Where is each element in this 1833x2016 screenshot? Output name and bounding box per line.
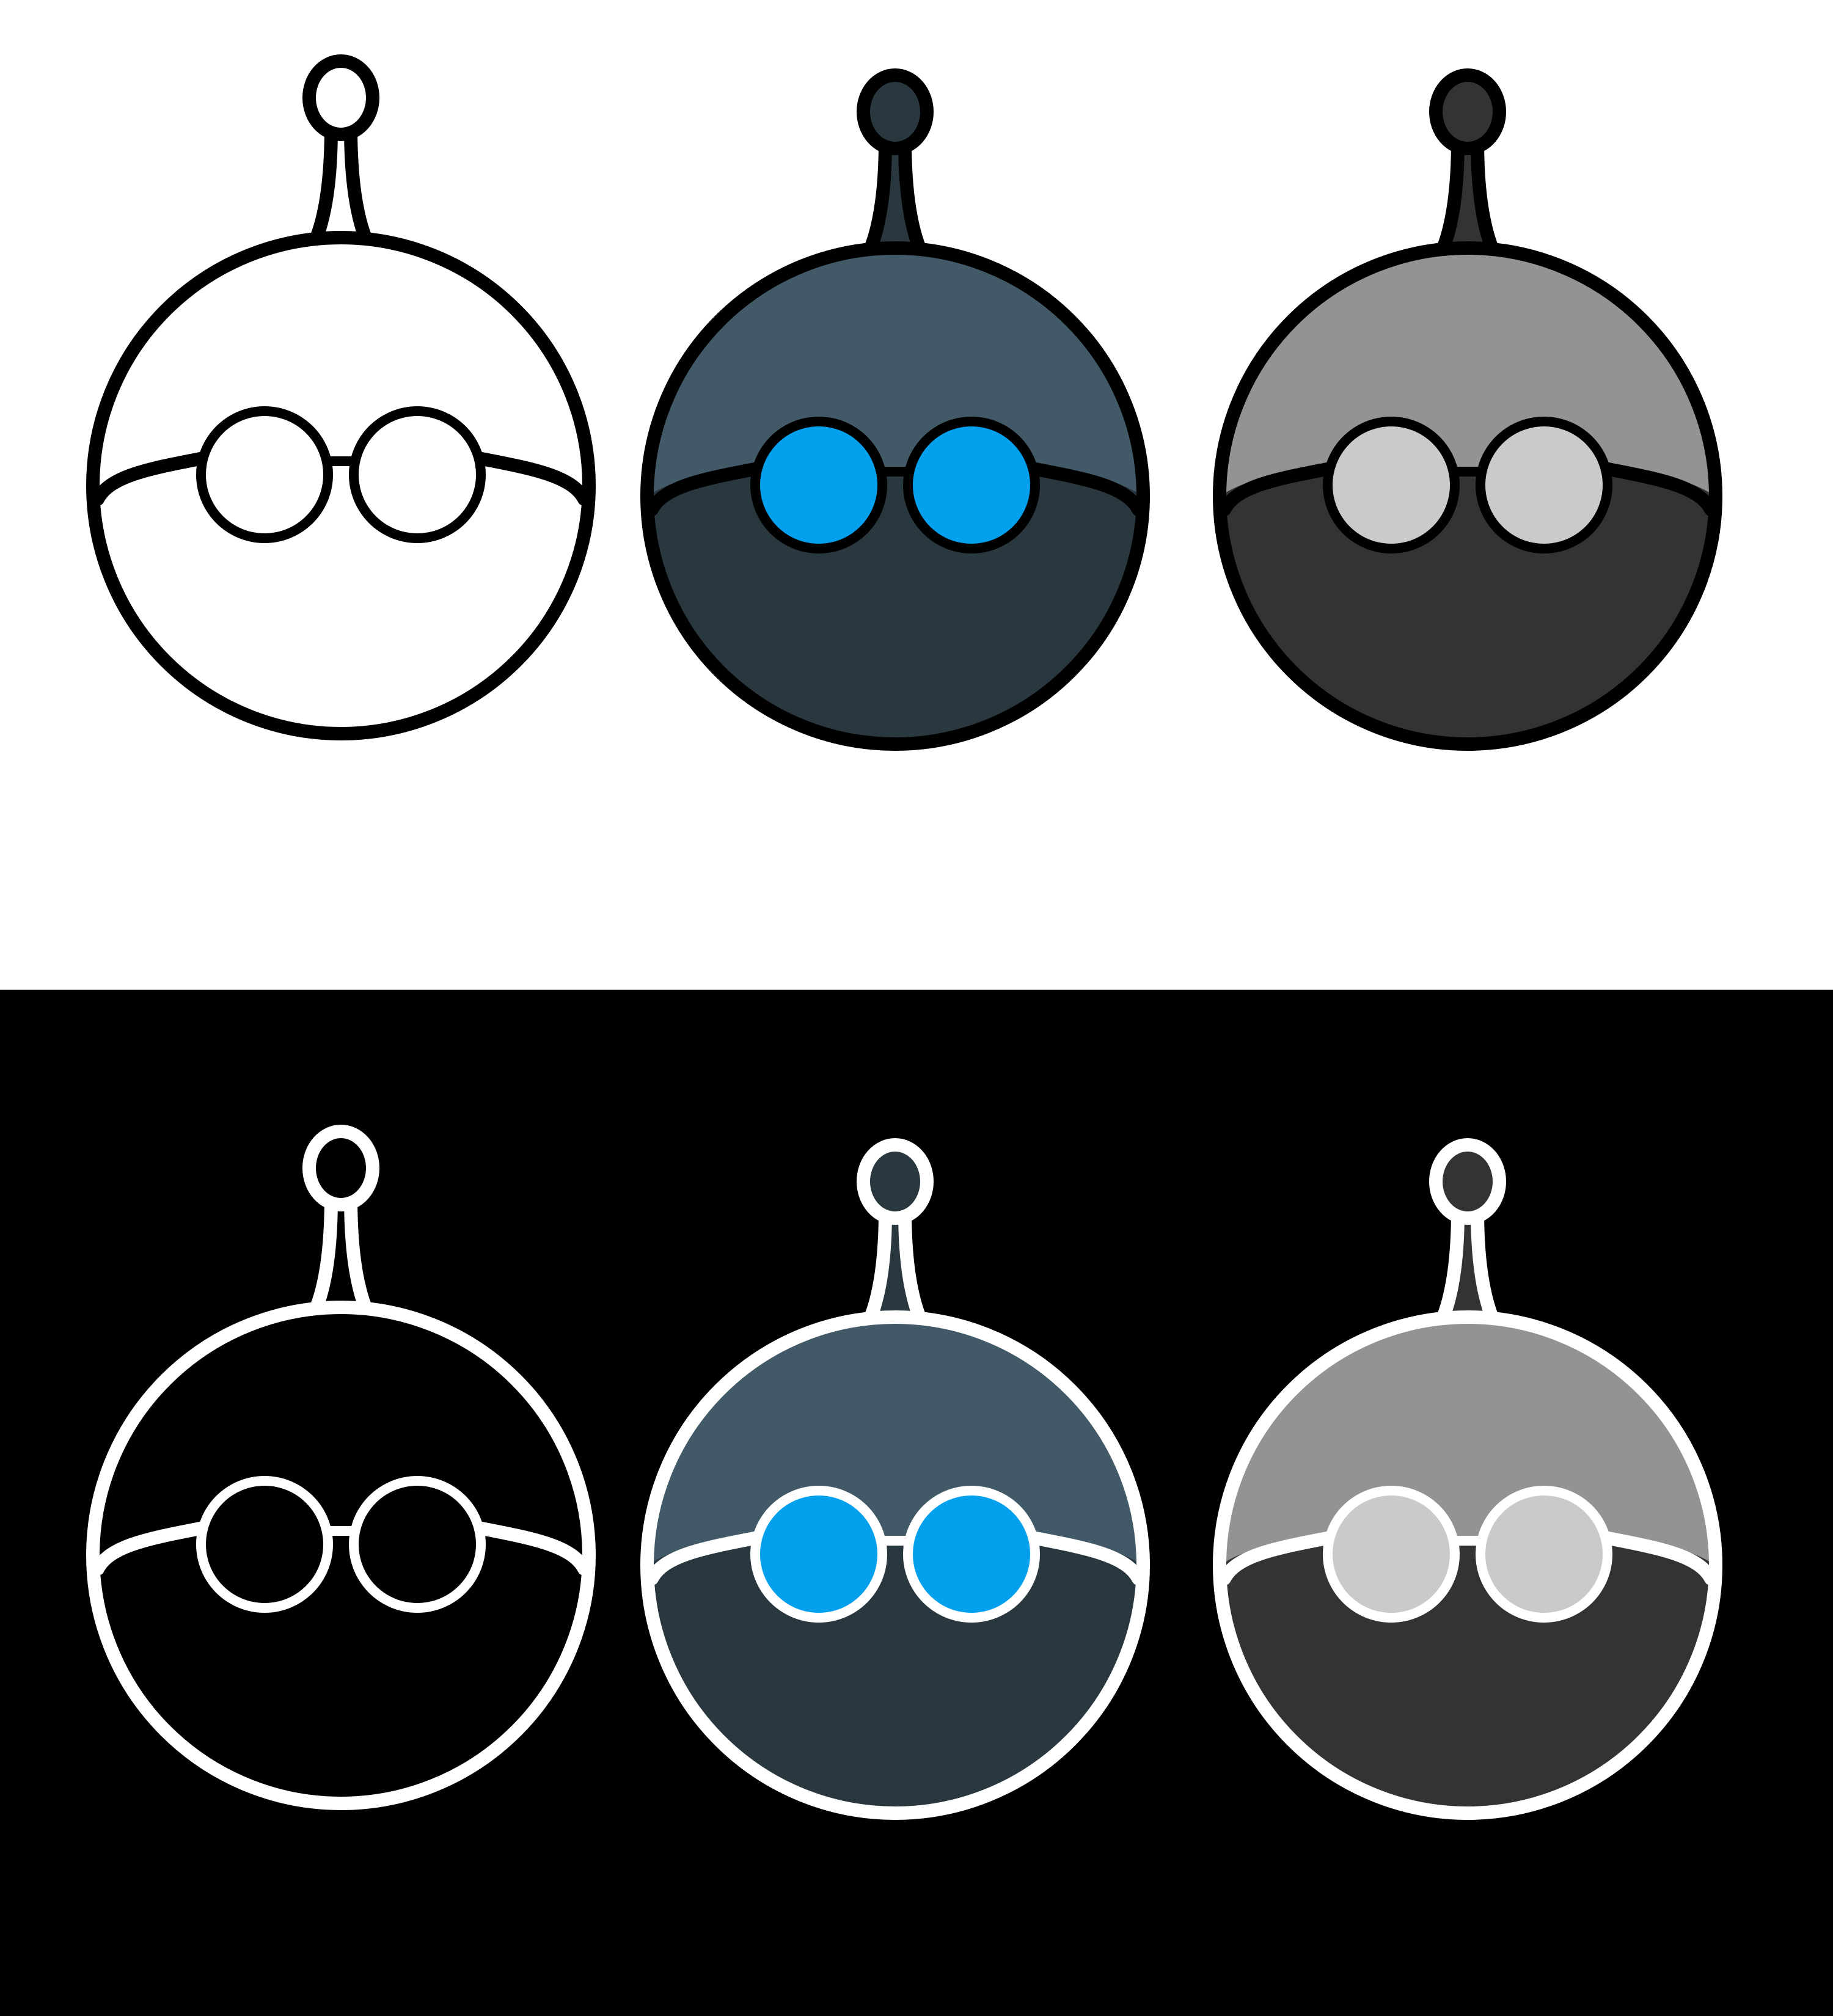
head-bottom-half xyxy=(93,1526,589,1803)
antenna-ball xyxy=(302,1125,379,1211)
head-outline xyxy=(640,241,1150,751)
head-outline xyxy=(86,231,596,740)
head-bottom-half xyxy=(1220,467,1716,744)
dark-background-panel xyxy=(0,990,1833,2016)
robot-head-icon xyxy=(86,54,596,740)
antenna-ball xyxy=(857,1138,934,1225)
antenna-ball xyxy=(1429,1138,1506,1225)
robot-head-icon xyxy=(640,1138,1150,1820)
robot-head-icon xyxy=(86,1125,596,1810)
head-outline xyxy=(1213,241,1722,751)
robot-head-icon xyxy=(1213,68,1722,751)
glasses-strap xyxy=(1218,459,1718,516)
glasses-strap xyxy=(1218,1528,1718,1585)
antenna-ball xyxy=(857,68,934,155)
head-outline xyxy=(640,1310,1150,1820)
head-bottom-half xyxy=(1220,1536,1716,1813)
antenna-ball xyxy=(1429,68,1506,155)
head-outline xyxy=(1213,1310,1722,1820)
antenna-ball xyxy=(302,54,379,141)
head-bottom-half xyxy=(647,1536,1143,1813)
light-background-panel xyxy=(0,0,1833,990)
robot-head-icon xyxy=(640,68,1150,751)
head-bottom-half xyxy=(647,467,1143,744)
glasses-strap xyxy=(645,459,1145,516)
head-outline xyxy=(86,1301,596,1810)
glasses-strap xyxy=(645,1528,1145,1585)
robot-head-icon xyxy=(1213,1138,1722,1820)
glasses-strap xyxy=(91,1518,591,1576)
glasses-strap xyxy=(91,448,591,506)
head-bottom-half xyxy=(93,456,589,734)
